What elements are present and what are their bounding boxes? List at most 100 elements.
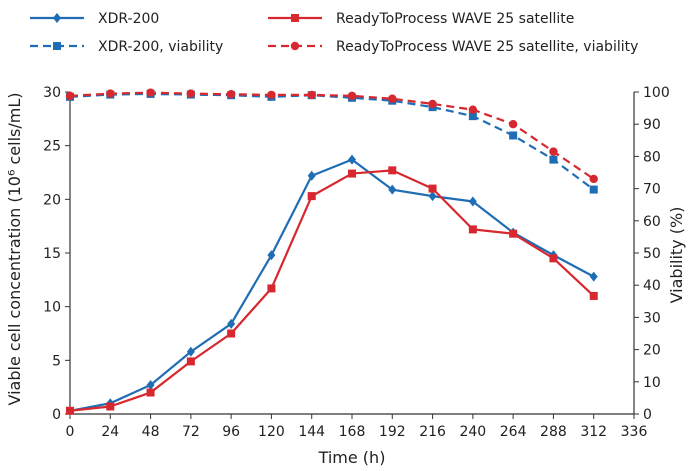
data-point <box>388 184 397 195</box>
legend: XDR-200 ReadyToProcess WAVE 25 satellite X… <box>30 11 638 55</box>
y2-tick-label: 20 <box>643 343 661 359</box>
data-point <box>65 91 75 101</box>
y2-tick-label: 30 <box>643 310 661 326</box>
y2-tick-label: 10 <box>643 375 661 391</box>
data-point <box>186 89 196 98</box>
x-tick-label: 96 <box>222 424 240 440</box>
y-tick-label: 20 <box>43 192 61 208</box>
data-point <box>146 380 155 391</box>
x-tick-label: 312 <box>580 424 607 440</box>
legend-swatch-marker <box>290 41 300 51</box>
data-point <box>267 250 276 261</box>
x-tick-label: 48 <box>142 424 160 440</box>
data-point <box>348 154 356 165</box>
data-point <box>508 120 518 129</box>
data-point <box>589 271 598 282</box>
legend-label: ReadyToProcess WAVE 25 satellite, viabil… <box>336 39 638 55</box>
legend-item: XDR-200 <box>30 11 159 27</box>
series-3 <box>65 88 598 184</box>
data-point <box>227 329 236 338</box>
y-tick-label: 15 <box>43 246 61 262</box>
data-point <box>347 91 357 101</box>
data-point <box>549 254 558 263</box>
data-point <box>589 291 598 300</box>
data-point <box>468 105 478 114</box>
data-point <box>227 318 236 329</box>
x-tick-label: 120 <box>258 424 285 440</box>
series-line <box>69 92 595 191</box>
data-point <box>468 196 477 207</box>
data-point <box>509 131 518 140</box>
x-tick-label: 240 <box>459 424 486 440</box>
series-layer <box>65 88 598 416</box>
data-point <box>388 94 397 103</box>
series-line <box>69 169 595 412</box>
legend-item: ReadyToProcess WAVE 25 satellite, viabil… <box>268 39 638 55</box>
x-tick-label: 168 <box>339 424 366 440</box>
x-tick-label: 0 <box>66 424 75 440</box>
data-point <box>589 185 598 194</box>
y2-tick-label: 40 <box>643 278 661 294</box>
data-point <box>106 402 115 411</box>
legend-swatch-marker <box>53 42 61 50</box>
legend-swatch-marker <box>291 14 299 22</box>
series-line <box>69 158 595 412</box>
legend-item: XDR-200, viability <box>30 39 223 55</box>
legend-label: ReadyToProcess WAVE 25 satellite <box>336 11 574 27</box>
x-tick-label: 288 <box>540 424 567 440</box>
y2-tick-label: 60 <box>643 214 661 230</box>
data-point <box>589 174 598 184</box>
data-point <box>106 89 115 98</box>
series-0 <box>66 154 598 416</box>
legend-item: ReadyToProcess WAVE 25 satellite <box>268 11 574 27</box>
data-point <box>307 170 316 181</box>
data-point <box>388 166 397 175</box>
series-1 <box>66 166 598 415</box>
x-axis-title: Time (h) <box>318 448 386 467</box>
y-tick-label: 10 <box>43 300 61 316</box>
x-tick-label: 144 <box>298 424 325 440</box>
series-2 <box>66 89 598 194</box>
axes: 0 24 48 72 96 120 144 168 192 216 240 264 288 312 3360… <box>43 85 670 440</box>
y2-axis-title: Viability (%) <box>667 207 686 304</box>
data-point <box>468 112 477 121</box>
x-tick-label: 216 <box>419 424 446 440</box>
data-point <box>267 90 276 100</box>
data-point <box>146 388 155 397</box>
y-tick-label: 30 <box>43 85 61 101</box>
data-point <box>186 357 195 366</box>
data-point <box>307 90 316 100</box>
data-point <box>428 99 437 109</box>
legend-label: XDR-200, viability <box>98 39 223 55</box>
y2-tick-label: 90 <box>643 117 661 133</box>
data-point <box>307 192 316 201</box>
data-point <box>468 225 477 234</box>
x-tick-label: 192 <box>379 424 406 440</box>
data-point <box>428 191 437 202</box>
y2-tick-label: 50 <box>643 246 661 262</box>
x-tick-label: 264 <box>500 424 527 440</box>
data-point <box>549 147 558 156</box>
y2-tick-label: 100 <box>643 85 670 101</box>
data-point <box>549 155 558 164</box>
legend-label: XDR-200 <box>98 11 159 27</box>
x-tick-label: 72 <box>182 424 200 440</box>
y2-tick-label: 80 <box>643 149 661 165</box>
y-axis-title: Viable cell concentration (10⁶ cells/mL) <box>5 93 24 406</box>
x-tick-label: 24 <box>101 424 119 440</box>
y-tick-label: 5 <box>52 353 61 369</box>
y2-tick-label: 70 <box>643 182 661 198</box>
data-point <box>428 184 437 193</box>
data-point <box>146 88 155 97</box>
data-point <box>509 229 518 238</box>
data-point <box>186 346 195 357</box>
data-point <box>226 90 236 99</box>
series-line <box>69 91 595 180</box>
y-tick-label: 0 <box>52 407 61 423</box>
data-point <box>267 284 276 293</box>
y2-tick-label: 0 <box>643 407 652 423</box>
y-tick-label: 25 <box>43 139 61 155</box>
data-point <box>348 169 356 178</box>
data-point <box>66 406 74 415</box>
